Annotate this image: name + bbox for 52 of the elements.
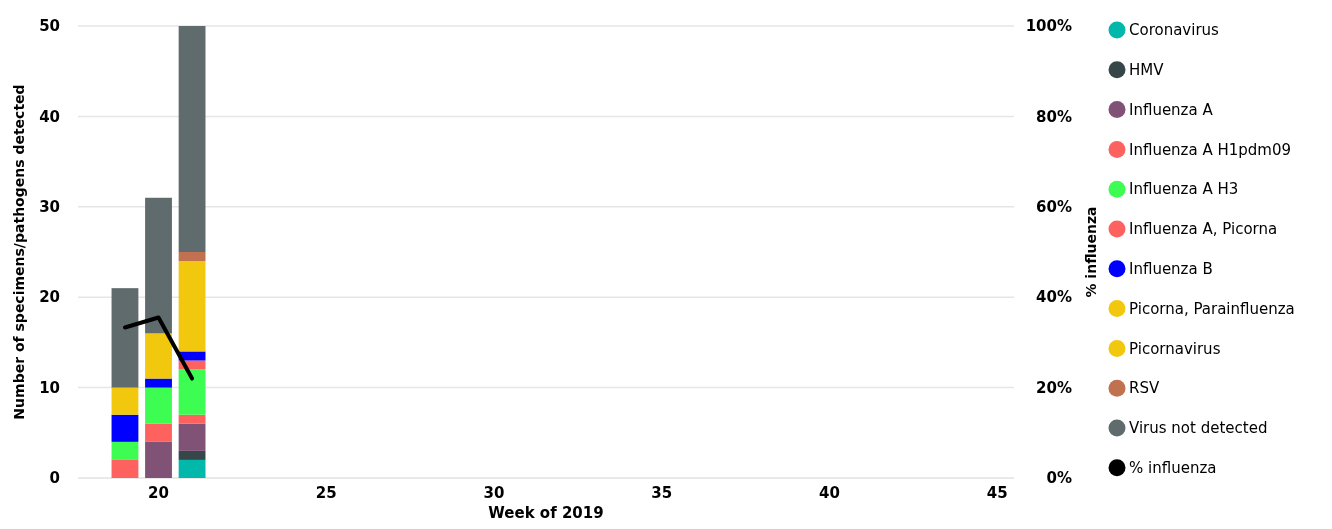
x-axis-title: Week of 2019 [488, 504, 604, 522]
legend-label: Picornavirus [1129, 339, 1221, 358]
x-tick-label: 40 [819, 484, 840, 502]
bar [145, 423, 172, 442]
bar [178, 26, 206, 252]
bar [178, 369, 206, 415]
bar [178, 450, 206, 460]
legend-label: Coronavirus [1129, 21, 1220, 40]
y-tick-label: 20 [39, 288, 60, 307]
bar [178, 252, 206, 262]
y-tick-label: 30 [39, 198, 60, 217]
bar [111, 459, 139, 478]
legend-label: Influenza A H1pdm09 [1129, 140, 1292, 159]
bar [111, 387, 139, 415]
bar [145, 441, 172, 478]
y-tick-label: 10 [39, 378, 60, 397]
bar [178, 423, 206, 451]
bar [111, 288, 139, 388]
x-tick-label: 25 [315, 484, 337, 502]
x-tick-label: 20 [148, 484, 169, 502]
x-tick-label: 30 [483, 484, 505, 502]
y-tick-label: 40 [39, 107, 60, 126]
y2-tick-label: 20% [1036, 378, 1072, 397]
bar [145, 333, 172, 379]
bar [178, 414, 206, 424]
bar [145, 197, 172, 334]
bar [145, 378, 172, 388]
legend-label: Virus not detected [1129, 419, 1268, 438]
bar [111, 414, 139, 442]
legend-label: Picorna, Parainfluenza [1129, 299, 1295, 318]
legend-label: % influenza [1129, 459, 1217, 478]
x-tick-label: 45 [986, 484, 1008, 502]
legend-label: Influenza A [1129, 100, 1214, 119]
y-axis-title: Number of specimens/pathogens detected [11, 84, 27, 420]
y2-axis-title: % influenza [1083, 206, 1099, 298]
legend-label: Influenza B [1129, 260, 1213, 279]
legend-label: RSV [1129, 379, 1160, 398]
y-tick-label: 0 [49, 469, 60, 488]
legend-label: HMV [1129, 61, 1165, 80]
legend-label: Influenza A, Picorna [1129, 220, 1278, 239]
legend-label: Influenza A H3 [1129, 180, 1239, 199]
bar [178, 261, 206, 352]
bar [178, 459, 206, 478]
y-tick-label: 50 [39, 17, 60, 36]
y2-tick-label: 80% [1036, 107, 1072, 126]
bar [145, 387, 172, 424]
bar [111, 441, 139, 460]
y2-tick-label: 60% [1036, 198, 1072, 217]
y2-tick-label: 0% [1046, 469, 1072, 488]
y2-tick-label: 40% [1036, 288, 1072, 307]
x-tick-label: 35 [651, 484, 673, 502]
y2-tick-label: 100% [1025, 17, 1072, 36]
